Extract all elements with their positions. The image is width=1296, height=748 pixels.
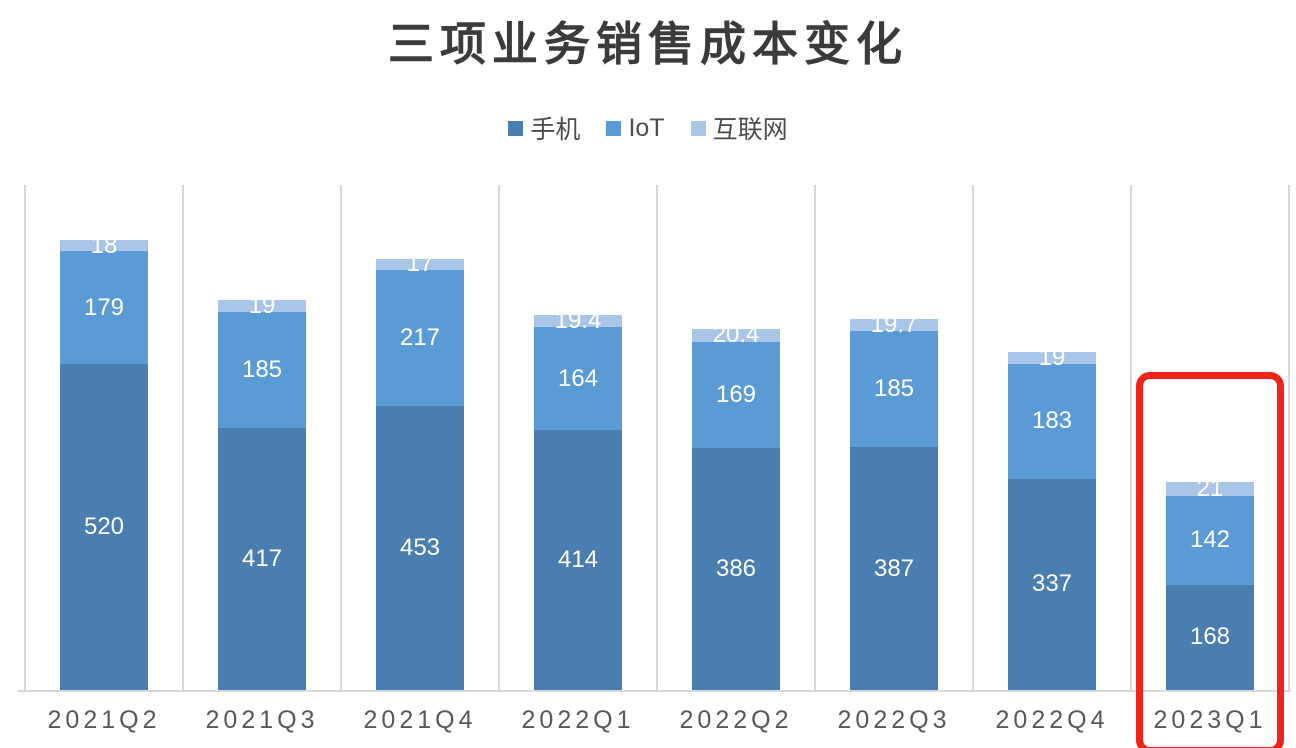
- bar-segment-iot: 185: [218, 312, 306, 429]
- data-label: 164: [557, 364, 599, 392]
- data-label: 414: [557, 546, 599, 574]
- data-label: 19.7: [870, 310, 918, 338]
- data-label: 183: [1031, 407, 1073, 435]
- legend-swatch-phone: [508, 120, 524, 136]
- x-tick-label: 2021Q4: [363, 706, 477, 734]
- bar-segment-iot: 183: [1008, 363, 1096, 479]
- x-tick-label: 2023Q1: [1153, 706, 1267, 734]
- bar-segment-phone: 414: [534, 430, 622, 690]
- bar-segment-internet: 20.4: [692, 323, 780, 347]
- data-label: 386: [715, 554, 757, 582]
- legend-item-iot: IoT: [606, 113, 665, 143]
- gridline-vertical: [498, 185, 500, 690]
- legend: 手机 IoT 互联网: [0, 110, 1296, 146]
- x-tick-label: 2022Q1: [521, 706, 635, 734]
- bar-segment-iot: 185: [850, 331, 938, 448]
- data-label: 20.4: [712, 321, 760, 349]
- data-label: 185: [241, 356, 283, 384]
- data-label: 217: [399, 323, 441, 351]
- bar-segment-iot: 179: [60, 251, 148, 364]
- bar-segment-phone: 168: [1166, 584, 1254, 690]
- gridline-vertical: [182, 185, 184, 690]
- data-label: 185: [873, 375, 915, 403]
- bar-segment-iot: 169: [692, 341, 780, 448]
- data-label: 19.4: [554, 307, 602, 335]
- chart-title: 三项业务销售成本变化: [388, 18, 908, 70]
- x-tick-label: 2021Q2: [47, 706, 161, 734]
- bar-segment-internet: 19.4: [534, 309, 622, 333]
- highlight-annotation-box: [1136, 372, 1284, 748]
- bar-segment-phone: 417: [218, 428, 306, 690]
- x-tick-label: 2022Q3: [837, 706, 951, 734]
- legend-label: 手机: [530, 116, 581, 144]
- bar-segment-internet: 19.7: [850, 312, 938, 336]
- data-label: 17: [406, 250, 434, 278]
- legend-swatch-internet: [690, 120, 706, 136]
- data-label: 19: [248, 292, 276, 320]
- bar-segment-phone: 387: [850, 447, 938, 690]
- data-label: 19: [1038, 343, 1066, 371]
- data-label: 168: [1189, 623, 1231, 651]
- gridline-vertical: [1130, 185, 1132, 690]
- bar-segment-internet: 19: [218, 294, 306, 318]
- legend-label: 互联网: [712, 116, 788, 144]
- bar-segment-internet: 18: [60, 233, 148, 257]
- bar-segment-internet: 21: [1166, 476, 1254, 500]
- bar-segment-internet: 19: [1008, 345, 1096, 369]
- data-label: 21: [1196, 474, 1224, 502]
- gridline-vertical: [656, 185, 658, 690]
- gridline-vertical: [340, 185, 342, 690]
- legend-item-internet: 互联网: [690, 110, 788, 146]
- bar-segment-phone: 386: [692, 447, 780, 690]
- bar-segment-phone: 337: [1008, 478, 1096, 690]
- bar-segment-iot: 164: [534, 327, 622, 431]
- legend-swatch-iot: [606, 120, 622, 136]
- data-label: 453: [399, 533, 441, 561]
- data-label: 179: [83, 293, 125, 321]
- data-label: 169: [715, 380, 757, 408]
- gridline-vertical: [1288, 185, 1290, 690]
- data-label: 417: [241, 545, 283, 573]
- data-label: 520: [83, 512, 125, 540]
- bar-segment-iot: 142: [1166, 495, 1254, 585]
- data-label: 387: [873, 554, 915, 582]
- gridline-vertical: [24, 185, 26, 690]
- gridline-vertical: [972, 185, 974, 690]
- legend-label: IoT: [628, 113, 665, 142]
- data-label: 142: [1189, 526, 1231, 554]
- gridline-vertical: [814, 185, 816, 690]
- x-tick-label: 2021Q3: [205, 706, 319, 734]
- data-label: 337: [1031, 570, 1073, 598]
- x-axis-line: [18, 690, 1291, 692]
- legend-item-phone: 手机: [508, 110, 580, 146]
- bar-segment-phone: 453: [376, 405, 464, 690]
- x-tick-label: 2022Q4: [995, 706, 1109, 734]
- x-tick-label: 2022Q2: [679, 706, 793, 734]
- data-label: 18: [90, 231, 118, 259]
- bar-segment-phone: 520: [60, 363, 148, 690]
- bar-segment-internet: 17: [376, 252, 464, 276]
- bar-segment-iot: 217: [376, 269, 464, 406]
